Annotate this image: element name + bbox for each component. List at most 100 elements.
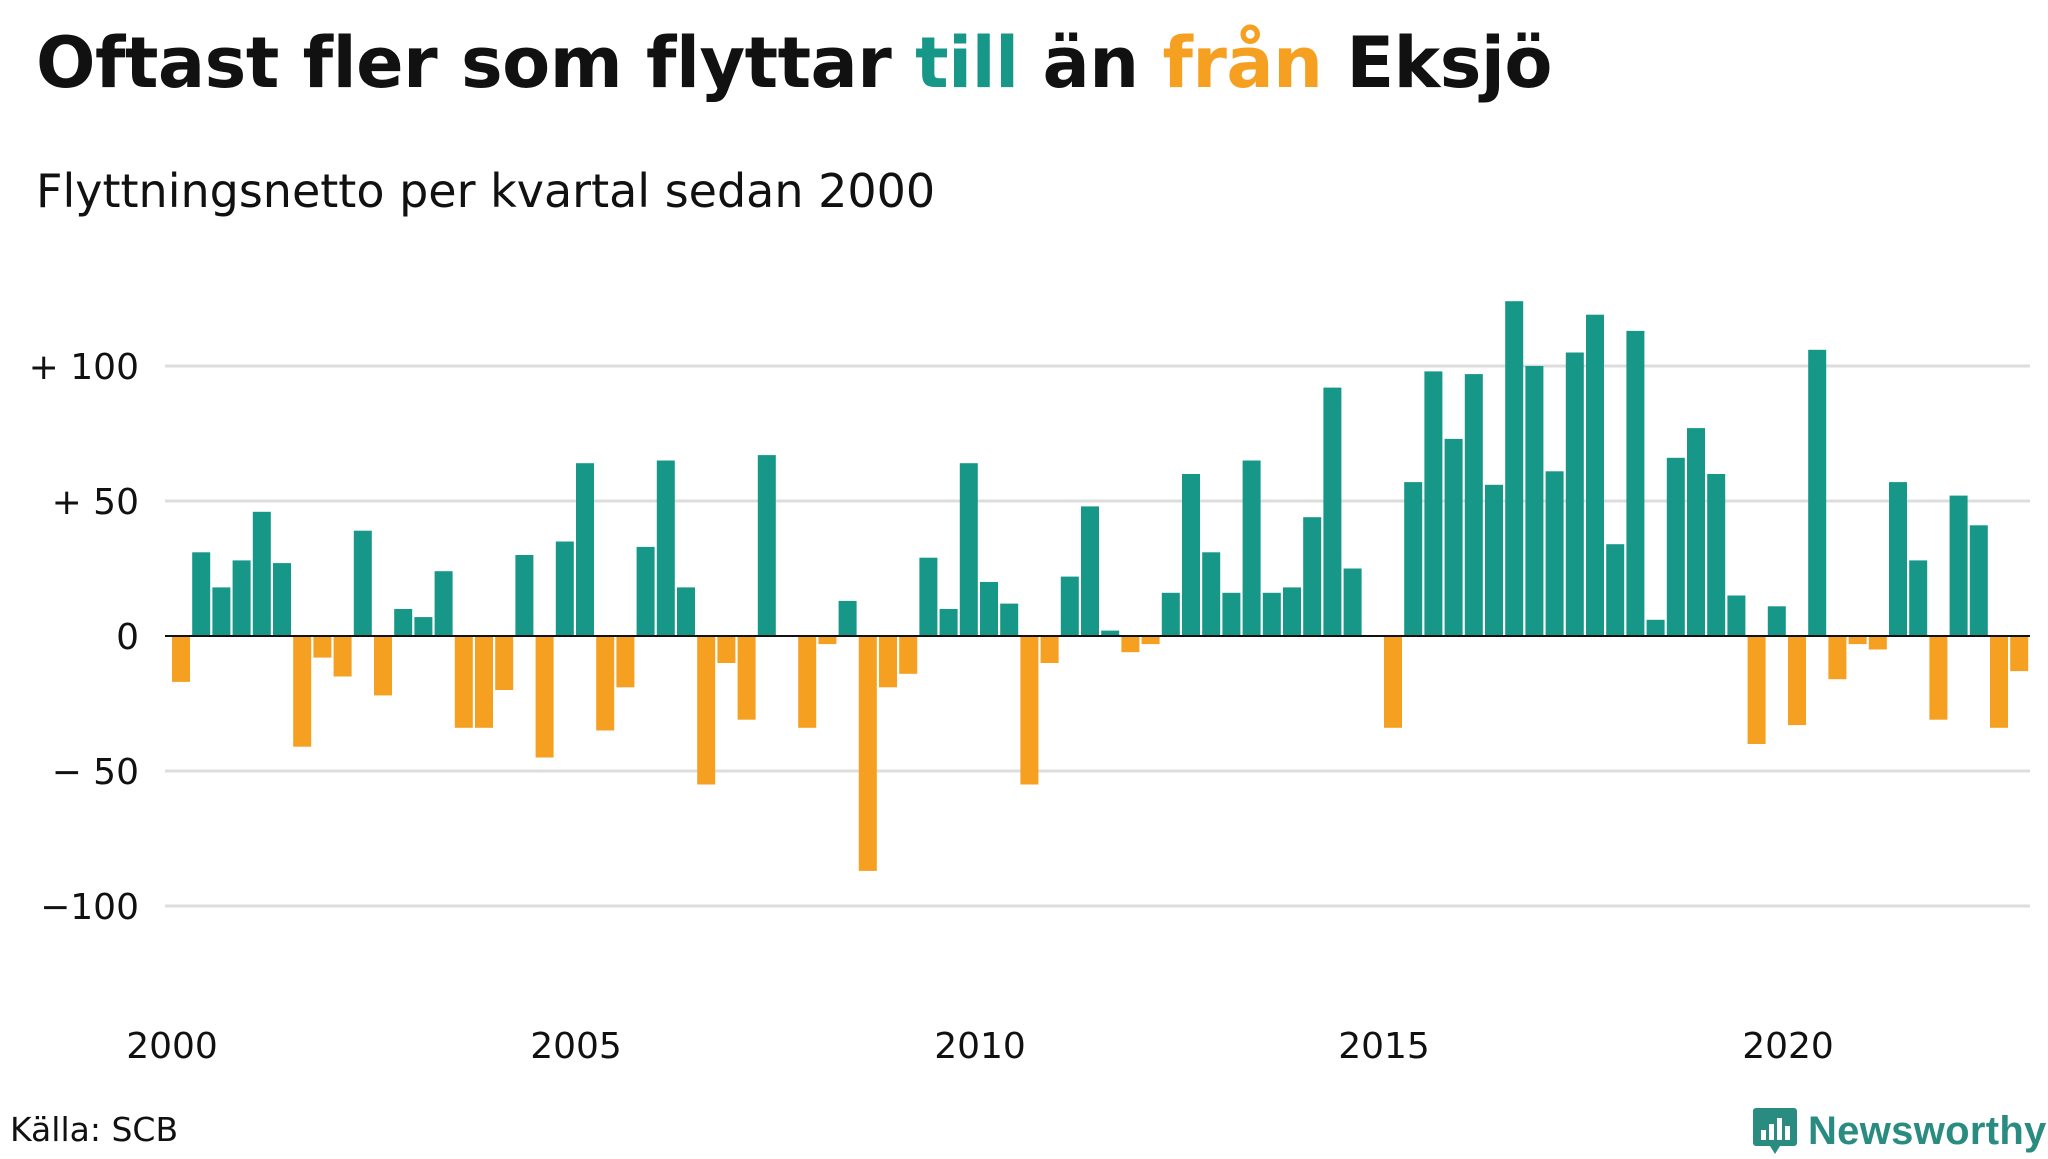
title-word-till: till: [915, 22, 1019, 104]
bar: [434, 571, 453, 636]
bar: [1000, 603, 1019, 636]
bar: [495, 636, 514, 690]
bar: [717, 636, 736, 663]
bar: [313, 636, 332, 658]
bar: [1464, 374, 1483, 636]
y-tick-label: −100: [40, 887, 139, 928]
bar: [1060, 576, 1079, 636]
brand[interactable]: Newsworthy: [1752, 1103, 2047, 1159]
bar: [535, 636, 554, 758]
bar: [1222, 592, 1241, 636]
bar: [1424, 371, 1443, 636]
y-tick-label: 0: [116, 617, 139, 658]
bar: [1262, 592, 1281, 636]
bar: [1242, 460, 1261, 636]
bar: [333, 636, 352, 677]
bar: [212, 587, 231, 636]
title-part-3: Eksjö: [1322, 22, 1552, 104]
bar: [980, 582, 998, 636]
bar: [818, 636, 837, 645]
bar: [1646, 619, 1665, 636]
bar: [838, 600, 857, 636]
bar: [1868, 636, 1887, 650]
bar: [1788, 636, 1806, 726]
bar: [1485, 484, 1503, 636]
bar: [737, 636, 756, 720]
bar: [1283, 587, 1301, 636]
bar: [616, 636, 635, 688]
newsworthy-logo-icon: [1753, 1108, 1797, 1154]
bar: [879, 636, 897, 688]
bar: [798, 636, 817, 728]
bar: [1182, 474, 1200, 636]
title-part-1: Oftast fler som flyttar: [36, 22, 916, 104]
bar: [1586, 314, 1604, 636]
bar: [1808, 349, 1827, 636]
bar: [636, 546, 655, 636]
bar: [1990, 636, 2008, 728]
bar: [757, 455, 776, 636]
x-tick-label: 2005: [530, 1026, 622, 1067]
x-tick-label: 2000: [126, 1026, 218, 1067]
x-tick-label: 2015: [1338, 1026, 1430, 1067]
bar: [1020, 636, 1039, 785]
bar: [1889, 482, 1907, 636]
bar: [1202, 552, 1221, 636]
bar: [1101, 630, 1120, 636]
bar: [2010, 636, 2029, 672]
bar: [1707, 474, 1726, 636]
bar: [252, 511, 271, 636]
bar: [353, 530, 372, 636]
bar: [576, 463, 594, 636]
chart-subtitle: Flyttningsnetto per kvartal sedan 2000: [36, 164, 936, 218]
title-part-2: än: [1018, 22, 1163, 104]
bars: [172, 301, 2029, 871]
bar: [515, 555, 534, 636]
bar: [899, 636, 918, 674]
bar: [1828, 636, 1847, 680]
bar: [414, 617, 433, 636]
bar: [1121, 636, 1140, 653]
bar: [1909, 560, 1928, 636]
bar: [1161, 592, 1180, 636]
bar: [1929, 636, 1948, 720]
bar: [1606, 544, 1625, 636]
bar: [1404, 482, 1423, 636]
bar: [677, 587, 695, 636]
bar: [454, 636, 473, 728]
bar: [192, 552, 211, 636]
bar: [656, 460, 675, 636]
bar: [697, 636, 716, 785]
source-note: Källa: SCB: [10, 1110, 179, 1149]
y-tick-label: + 50: [52, 482, 139, 523]
bar: [1969, 525, 1988, 636]
bar: [1727, 595, 1746, 636]
bar: [939, 609, 958, 636]
bar: [1565, 352, 1584, 636]
bar: [1545, 471, 1564, 636]
y-axis-ticks: + 100 + 50 0 − 50 −100: [29, 347, 139, 928]
bar: [475, 636, 493, 728]
bar: [555, 541, 574, 636]
x-tick-label: 2020: [1742, 1026, 1834, 1067]
title-word-fran: från: [1162, 22, 1323, 104]
chart-title: Oftast fler som flyttar till än från Eks…: [36, 22, 1552, 104]
bar: [1141, 636, 1160, 645]
bar: [1747, 636, 1766, 744]
gridlines: [165, 364, 2030, 908]
bar: [232, 560, 251, 636]
bar: [1626, 330, 1645, 636]
bar: [374, 636, 392, 696]
bar: [1848, 636, 1867, 645]
bar: [1949, 495, 1968, 636]
bar: [293, 636, 312, 747]
bar: [1505, 301, 1524, 636]
bar: [1343, 568, 1362, 636]
bar: [1081, 506, 1099, 636]
bar: [1687, 428, 1705, 636]
y-tick-label: + 100: [29, 347, 139, 388]
x-axis-ticks: 2000 2005 2010 2015 2020: [126, 1026, 1834, 1067]
bar: [1303, 517, 1322, 636]
bar: [1444, 438, 1463, 636]
bar: [1767, 606, 1786, 636]
